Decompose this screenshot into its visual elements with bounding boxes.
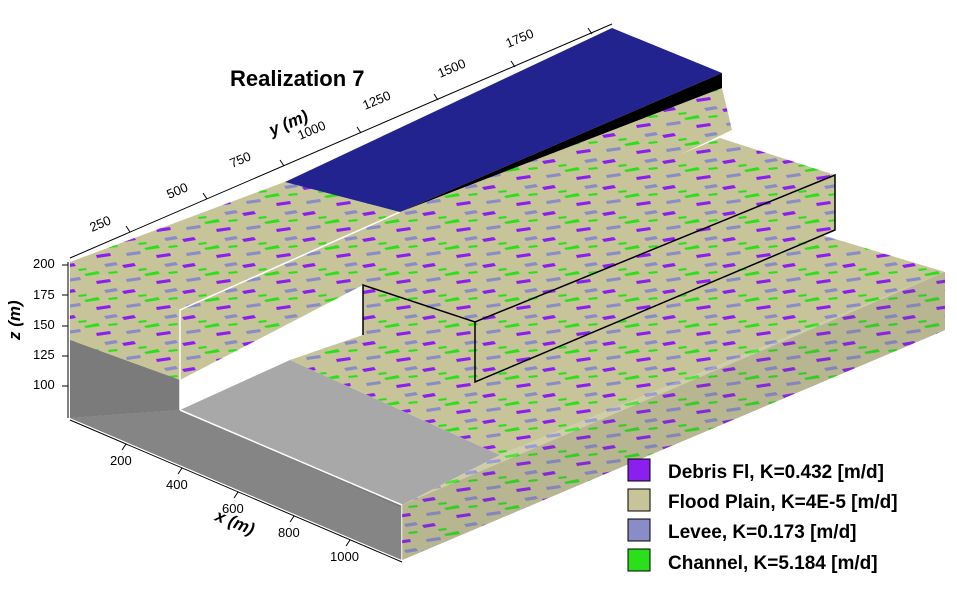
x-tick-label: 1000 bbox=[330, 549, 359, 564]
y-tick bbox=[510, 60, 516, 68]
base-floor-face bbox=[180, 360, 500, 505]
z-axis bbox=[62, 262, 69, 418]
middle-ridge-block bbox=[362, 138, 836, 384]
y-tick-label: 1500 bbox=[435, 56, 467, 81]
y-tick bbox=[587, 27, 593, 35]
x-axis-line bbox=[69, 419, 403, 563]
left-levee-block bbox=[70, 180, 401, 410]
x-axis bbox=[69, 419, 403, 563]
y-tick bbox=[356, 126, 362, 134]
figure-title: Realization 7 bbox=[230, 66, 364, 91]
x-tick-label: 600 bbox=[222, 501, 244, 516]
ridge-top bbox=[363, 138, 835, 322]
y-tick bbox=[279, 159, 285, 167]
legend-label-levee: Levee, K=0.173 [m/d] bbox=[668, 522, 857, 543]
z-tick-label: 125 bbox=[33, 347, 55, 362]
x-tick bbox=[121, 443, 127, 451]
x-tick-label: 400 bbox=[166, 477, 188, 492]
legend: Debris Fl, K=0.432 [m/d] Flood Plain, K=… bbox=[627, 458, 898, 574]
left-block-top bbox=[70, 180, 400, 310]
legend-label-channel: Channel, K=5.184 [m/d] bbox=[668, 553, 878, 574]
y-tick-label: 1250 bbox=[360, 88, 392, 113]
back-elevated-band bbox=[285, 28, 732, 285]
legend-label-flood-plain: Flood Plain, K=4E-5 [m/d] bbox=[668, 492, 898, 513]
legend-label-debris: Debris Fl, K=0.432 [m/d] bbox=[668, 462, 884, 483]
x-tick bbox=[345, 539, 351, 547]
y-axis-line bbox=[69, 23, 613, 259]
terrace-top-surface bbox=[290, 208, 945, 455]
y-tick bbox=[433, 93, 439, 101]
x-tick bbox=[177, 467, 183, 475]
y-tick bbox=[202, 192, 208, 200]
y-tick-label: 500 bbox=[164, 179, 190, 201]
ridge-front bbox=[363, 285, 475, 382]
x-tick bbox=[233, 491, 239, 499]
x-tick-label: 200 bbox=[110, 453, 132, 468]
left-block-edges bbox=[179, 211, 401, 410]
base-front-face-lower bbox=[70, 410, 402, 560]
ridge-edges bbox=[362, 173, 836, 384]
legend-swatch-flood-plain bbox=[627, 488, 651, 512]
legend-swatch-debris bbox=[627, 458, 651, 482]
left-block-side bbox=[180, 212, 400, 380]
legend-swatch-channel bbox=[627, 548, 651, 572]
y-tick bbox=[125, 225, 131, 233]
z-axis-label: z (m) bbox=[5, 300, 24, 341]
z-tick-label: 200 bbox=[33, 256, 55, 271]
floodplain-terrace bbox=[290, 208, 945, 560]
y-axis bbox=[69, 23, 613, 259]
y-tick-label: 1750 bbox=[503, 26, 535, 51]
x-tick-label: 800 bbox=[278, 525, 300, 540]
legend-swatch-levee bbox=[627, 518, 651, 542]
y-tick-label: 750 bbox=[227, 148, 253, 170]
back-band-slope bbox=[363, 88, 732, 285]
z-tick-label: 100 bbox=[33, 377, 55, 392]
z-tick-label: 175 bbox=[33, 287, 55, 302]
y-tick-label: 250 bbox=[87, 212, 113, 234]
z-tick-label: 150 bbox=[33, 317, 55, 332]
left-block-front bbox=[70, 262, 180, 380]
terrace-right-face bbox=[402, 272, 945, 560]
back-band-top-surface bbox=[285, 28, 722, 212]
x-tick bbox=[289, 515, 295, 523]
ridge-right-face bbox=[475, 175, 835, 382]
